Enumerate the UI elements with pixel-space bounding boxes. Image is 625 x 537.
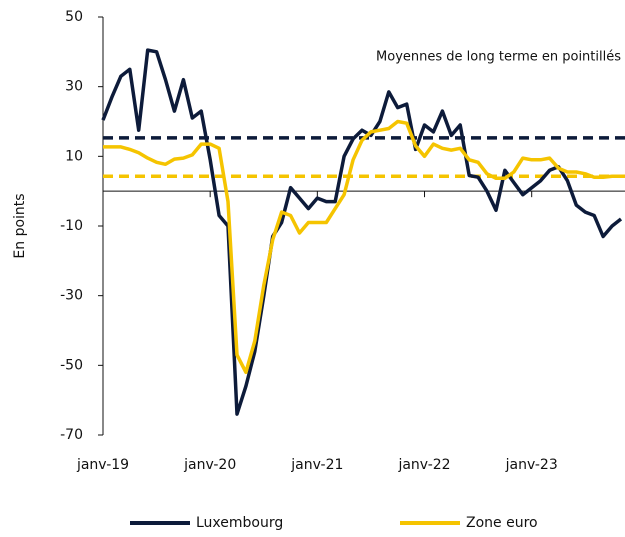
series-line (101, 48, 623, 416)
y-tick-label: -50 (60, 357, 83, 373)
legend-label: Luxembourg (196, 515, 283, 531)
y-tick-label: 10 (65, 148, 83, 164)
legend-label: Zone euro (466, 515, 538, 531)
series-line (103, 119, 621, 375)
y-tick-label: 50 (65, 9, 83, 25)
y-tick-label: 30 (65, 79, 83, 95)
y-tick-label: -10 (60, 218, 83, 234)
x-tick-label: janv-22 (397, 457, 450, 473)
x-tick-label: janv-21 (290, 457, 343, 473)
y-axis-label: En points (12, 193, 28, 258)
x-tick-label: janv-20 (183, 457, 236, 473)
y-tick-label: -70 (60, 427, 83, 443)
x-tick-label: janv-19 (76, 457, 129, 473)
y-tick-label: -30 (60, 288, 83, 304)
annotation: Moyennes de long terme en pointillés (376, 50, 621, 65)
x-tick-label: janv-23 (505, 457, 558, 473)
